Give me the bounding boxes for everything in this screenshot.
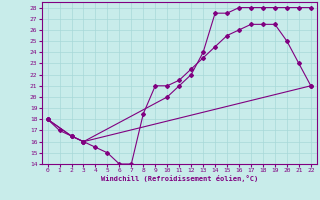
X-axis label: Windchill (Refroidissement éolien,°C): Windchill (Refroidissement éolien,°C) bbox=[100, 175, 258, 182]
